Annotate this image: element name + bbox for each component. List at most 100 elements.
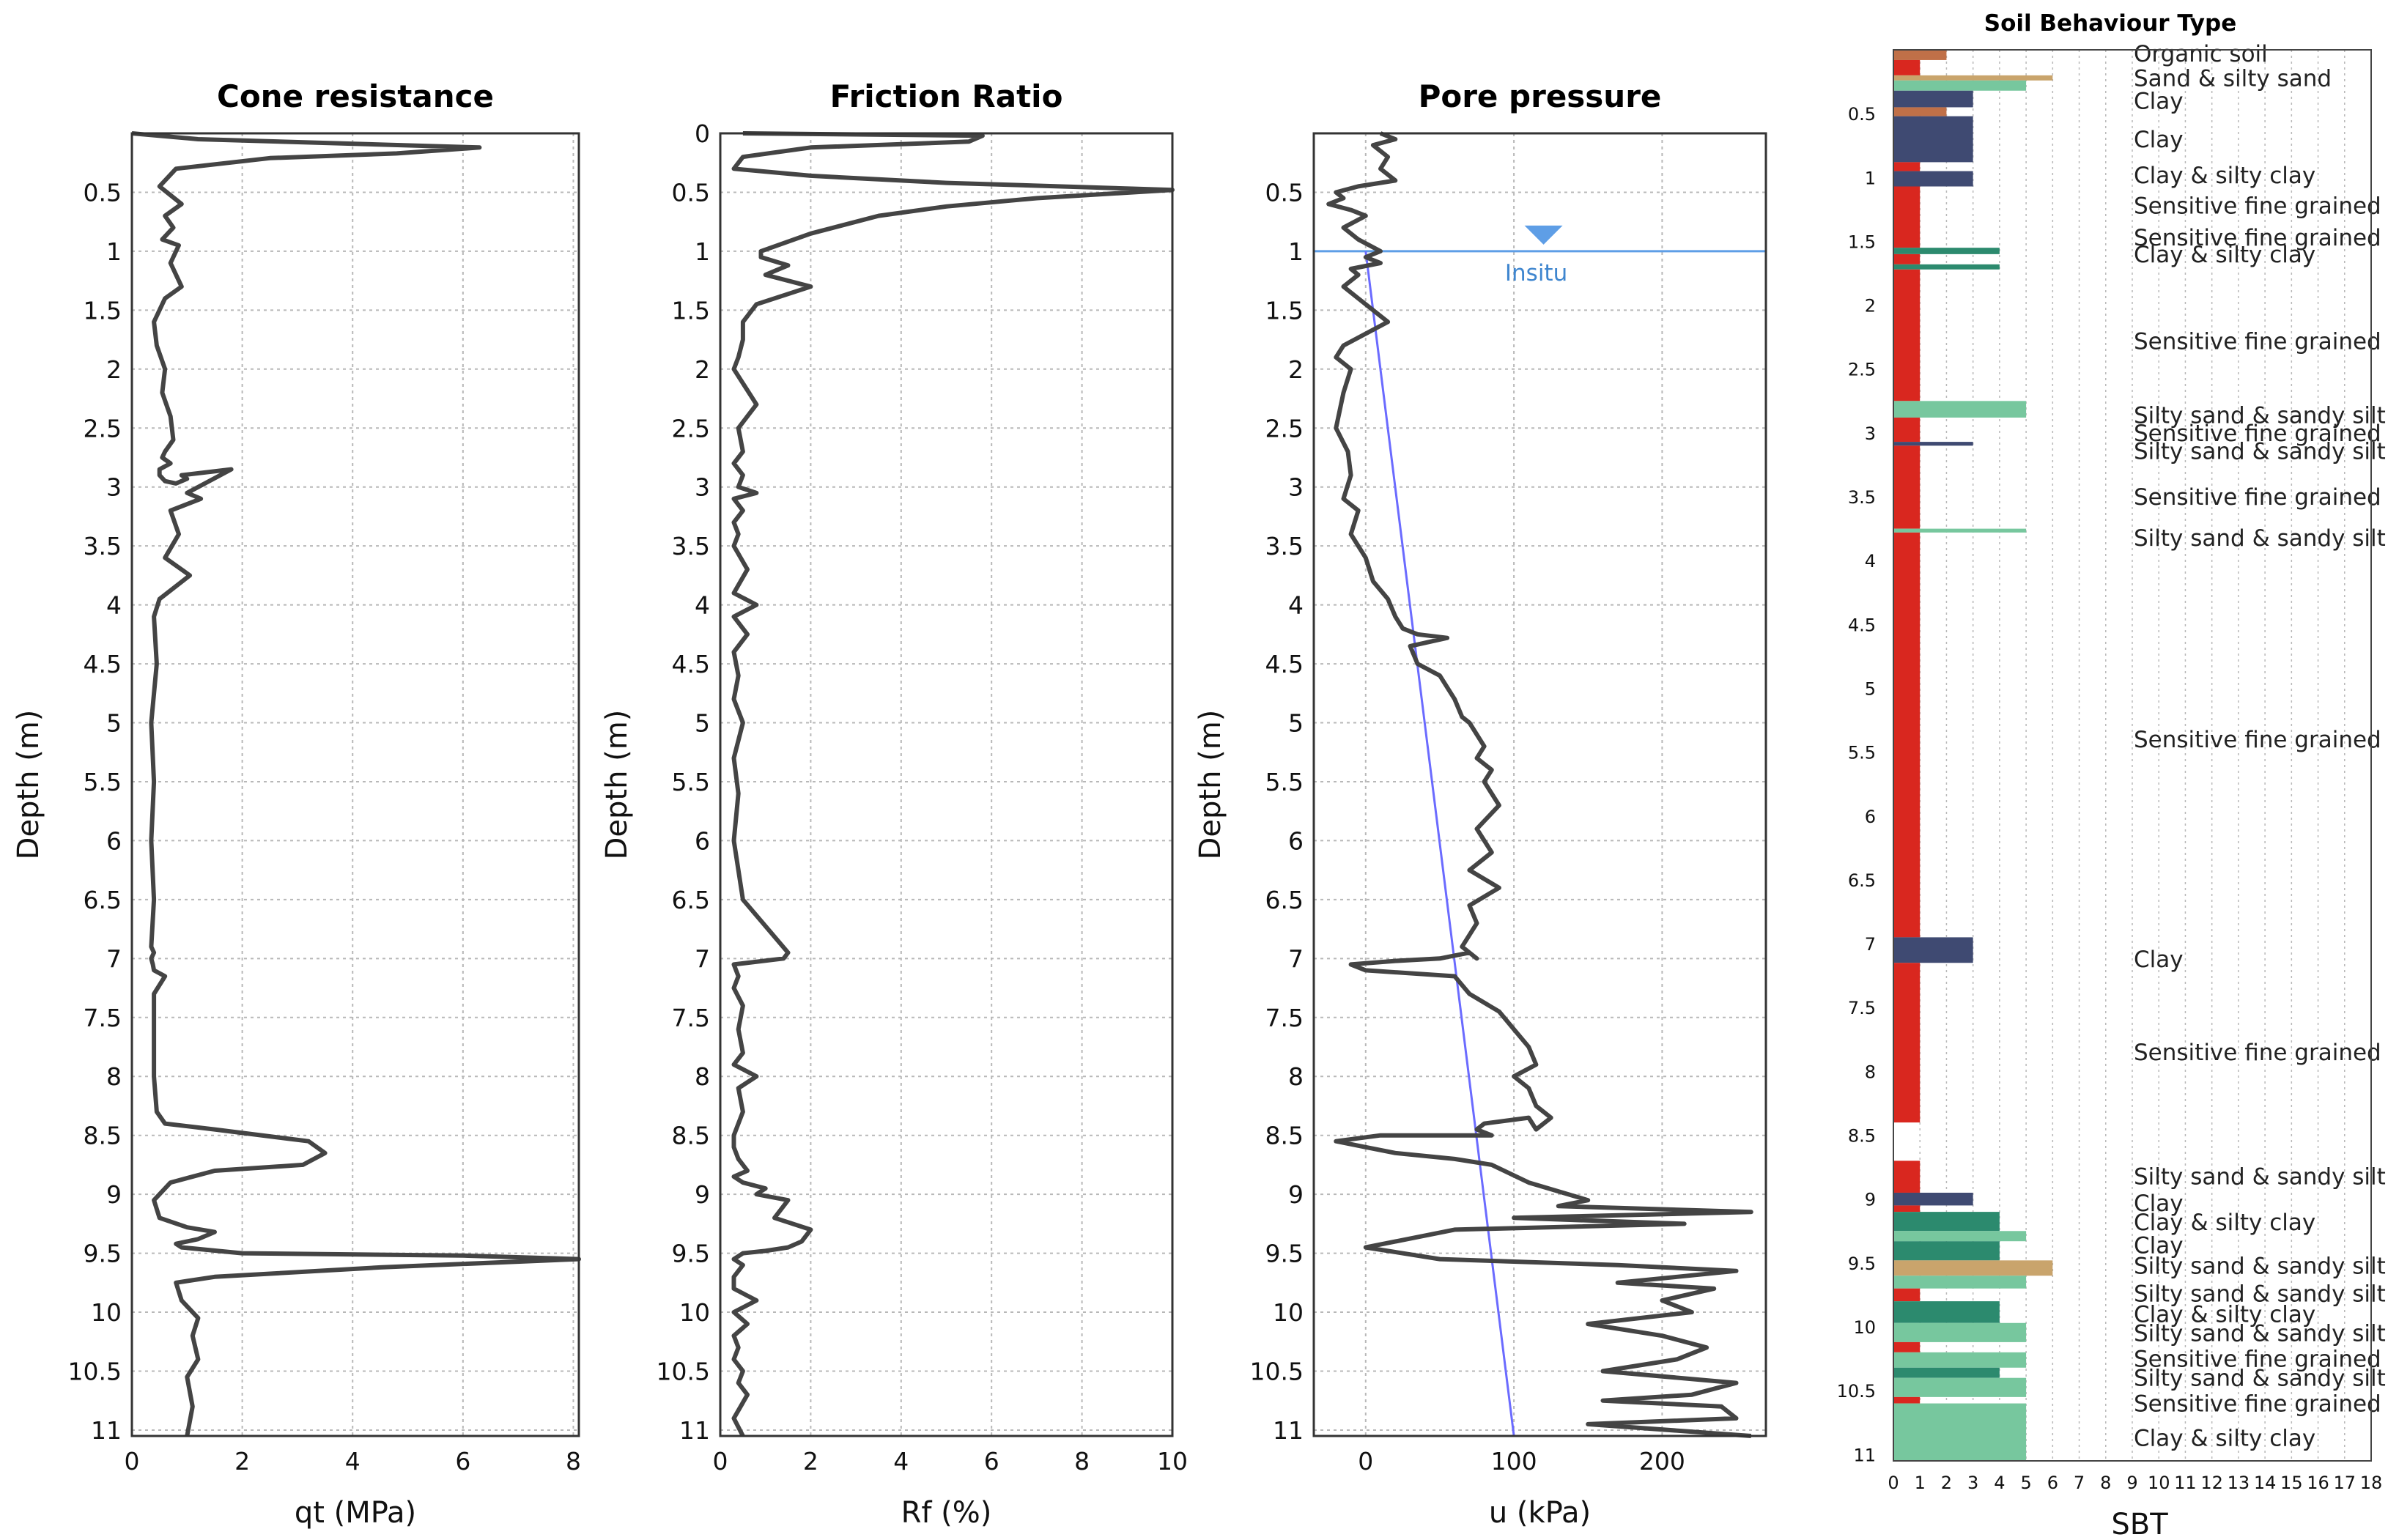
hydrostatic-line bbox=[1364, 251, 1515, 1437]
sbt-annotation: Clay bbox=[2134, 1232, 2184, 1259]
sbt-layer-bar bbox=[1893, 532, 1921, 938]
sbt-layer-bar bbox=[1893, 401, 2027, 418]
y-tick-label: 2.5 bbox=[1848, 360, 1876, 380]
sbt-annotation: Clay bbox=[2134, 1191, 2184, 1217]
x-tick-label: 8 bbox=[1074, 1447, 1090, 1476]
x-tick-label: 6 bbox=[455, 1447, 470, 1476]
y-tick-label: 11 bbox=[1273, 1416, 1304, 1445]
chart-title: Cone resistance bbox=[217, 78, 494, 114]
y-tick-label: 9.5 bbox=[84, 1240, 122, 1268]
y-tick-label: 3 bbox=[1288, 473, 1304, 502]
y-tick-label: 9 bbox=[106, 1180, 122, 1209]
sbt-layer-bar bbox=[1893, 171, 1973, 187]
sbt-annotation: Sensitive fine grained bbox=[2134, 727, 2381, 753]
y-tick-label: 2 bbox=[1865, 296, 1876, 316]
sbt-layer-bar bbox=[1893, 963, 1921, 1123]
y-tick-label: 8.5 bbox=[1265, 1122, 1304, 1150]
sbt-layer-bar bbox=[1893, 1322, 2027, 1342]
y-tick-label: 5.5 bbox=[1848, 743, 1876, 763]
sbt-annotation: Clay bbox=[2134, 947, 2184, 973]
sbt-annotation: Silty sand & sandy silt bbox=[2134, 1163, 2386, 1190]
sbt-layer-bar bbox=[1893, 1341, 1921, 1352]
y-tick-label: 0.5 bbox=[1265, 178, 1304, 207]
sbt-annotation: Silty sand & sandy silt bbox=[2134, 1321, 2386, 1347]
x-axis-label: SBT bbox=[2111, 1508, 2168, 1540]
y-tick-label: 8 bbox=[1288, 1062, 1304, 1091]
sbt-annotation: Clay bbox=[2134, 89, 2184, 115]
sbt-layer-bar bbox=[1893, 1241, 2000, 1261]
sbt-layer-bar bbox=[1893, 50, 1947, 60]
y-tick-label: 1 bbox=[695, 237, 710, 266]
x-tick-label: 200 bbox=[1639, 1447, 1685, 1476]
sbt-layer-bar bbox=[1893, 1205, 1921, 1213]
x-tick-label: 2 bbox=[234, 1447, 250, 1476]
sbt-layer-bar bbox=[1893, 186, 1921, 248]
sbt-layer-bar bbox=[1893, 1403, 2027, 1461]
sbt-annotation: Clay & silty clay bbox=[2134, 242, 2315, 268]
sbt-layer-bar bbox=[1893, 59, 1921, 75]
y-tick-label: 7.5 bbox=[84, 1004, 122, 1032]
y-tick-label: 9 bbox=[695, 1180, 710, 1209]
sbt-layer-bar bbox=[1893, 445, 1921, 529]
sbt-layer-bar bbox=[1893, 937, 1973, 963]
chart-title: Pore pressure bbox=[1419, 78, 1662, 114]
sbt-annotation: Sensitive fine grained bbox=[2134, 1040, 2381, 1066]
x-tick-label: 0 bbox=[1358, 1447, 1373, 1476]
sbt-layer-bar bbox=[1893, 269, 1921, 401]
x-tick-label: 11 bbox=[2174, 1473, 2197, 1493]
x-tick-label: 4 bbox=[345, 1447, 361, 1476]
y-tick-label: 5.5 bbox=[84, 768, 122, 796]
y-tick-label: 9.5 bbox=[672, 1240, 710, 1268]
y-tick-label: 9.5 bbox=[1265, 1240, 1304, 1268]
sbt-layer-bar bbox=[1893, 80, 2027, 91]
x-tick-label: 6 bbox=[984, 1447, 999, 1476]
sbt-annotation: Silty sand & sandy silt bbox=[2134, 438, 2386, 464]
y-tick-label: 3.5 bbox=[672, 532, 710, 560]
y-tick-label: 6 bbox=[106, 826, 122, 855]
y-tick-label: 3.5 bbox=[84, 532, 122, 560]
y-tick-label: 1.5 bbox=[1848, 232, 1876, 252]
y-tick-label: 5 bbox=[695, 709, 710, 738]
y-tick-label: 8 bbox=[106, 1062, 122, 1091]
x-tick-label: 10 bbox=[1157, 1447, 1188, 1476]
sbt-annotation: Clay & silty clay bbox=[2134, 1426, 2315, 1452]
x-axis-label: Rf (%) bbox=[901, 1496, 992, 1530]
sbt-layer-bar bbox=[1893, 1288, 1921, 1302]
plot-frame bbox=[1893, 49, 2372, 1462]
plot-frame bbox=[1312, 132, 1767, 1437]
y-tick-label: 10 bbox=[679, 1298, 710, 1327]
sbt-annotation: Sensitive fine grained bbox=[2134, 1347, 2381, 1373]
y-tick-label: 0.5 bbox=[84, 178, 122, 207]
y-tick-label: 7.5 bbox=[1265, 1004, 1304, 1032]
y-tick-label: 3 bbox=[695, 473, 710, 502]
y-tick-label: 8.5 bbox=[672, 1122, 710, 1150]
x-tick-label: 5 bbox=[2020, 1473, 2031, 1493]
y-tick-label: 6 bbox=[1288, 826, 1304, 855]
y-tick-label: 3.5 bbox=[1848, 487, 1876, 508]
soil-behaviour-type-panel: 0 1 2 3 4 5 6 7 8 9 10 11 12 13 14 15 16 17 180.511.522.53… bbox=[1837, 10, 2386, 1540]
y-tick-label: 5 bbox=[1865, 678, 1876, 699]
y-tick-label: 4.5 bbox=[84, 650, 122, 678]
y-axis-label: Depth (m) bbox=[600, 710, 634, 860]
y-axis-label: Depth (m) bbox=[1194, 710, 1227, 860]
sbt-layer-bar bbox=[1893, 1231, 2027, 1242]
sbt-annotation: Sensitive fine grained bbox=[2134, 1391, 2381, 1418]
x-tick-label: 4 bbox=[1994, 1473, 2005, 1493]
y-tick-label: 7.5 bbox=[672, 1004, 710, 1032]
sbt-annotation: Sensitive fine grained bbox=[2134, 225, 2381, 251]
water-table-icon bbox=[1524, 225, 1563, 245]
x-tick-label: 12 bbox=[2200, 1473, 2223, 1493]
y-tick-label: 5 bbox=[106, 709, 122, 738]
sbt-layer-bar bbox=[1893, 162, 1921, 171]
y-axis-label: Depth (m) bbox=[12, 710, 45, 860]
y-tick-label: 11 bbox=[679, 1416, 710, 1445]
x-tick-label: 14 bbox=[2254, 1473, 2277, 1493]
x-tick-label: 2 bbox=[803, 1447, 818, 1476]
friction-ratio-curve bbox=[731, 131, 1175, 1437]
chart-title: Soil Behaviour Type bbox=[1984, 10, 2236, 37]
sbt-annotation: Silty sand & sandy silt bbox=[2134, 1366, 2386, 1392]
y-tick-label: 1 bbox=[1865, 168, 1876, 188]
sbt-annotation: Silty sand & sandy silt bbox=[2134, 1253, 2386, 1279]
y-tick-label: 9.5 bbox=[1848, 1254, 1876, 1274]
